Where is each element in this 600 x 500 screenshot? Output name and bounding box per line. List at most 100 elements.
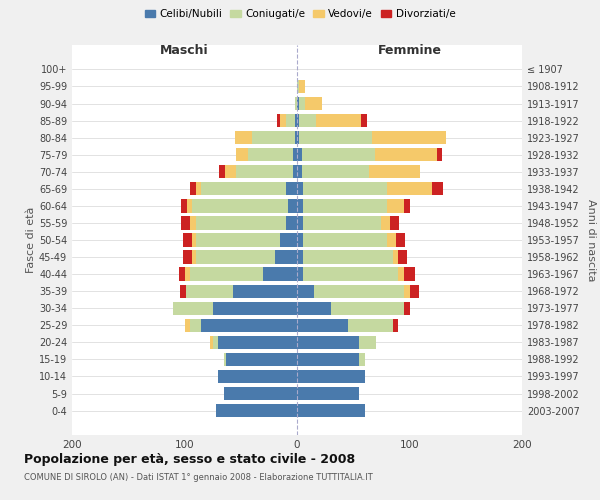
Bar: [218, 370, 297, 383]
Bar: [347, 318, 392, 332]
Bar: [220, 165, 225, 178]
Bar: [235, 131, 252, 144]
Bar: [196, 182, 202, 196]
Bar: [196, 250, 275, 264]
Bar: [297, 268, 302, 281]
Bar: [185, 284, 233, 298]
Bar: [316, 114, 361, 127]
Bar: [305, 97, 322, 110]
Legend: Celibi/Nubili, Coniugati/e, Vedovi/e, Divorziati/e: Celibi/Nubili, Coniugati/e, Vedovi/e, Di…: [140, 5, 460, 24]
Bar: [302, 268, 398, 281]
Bar: [392, 250, 398, 264]
Bar: [331, 302, 404, 315]
Bar: [193, 199, 288, 212]
Bar: [404, 199, 409, 212]
Bar: [295, 131, 297, 144]
Y-axis label: Anni di nascita: Anni di nascita: [586, 198, 596, 281]
Bar: [297, 404, 365, 417]
Bar: [190, 182, 196, 196]
Bar: [302, 250, 392, 264]
Bar: [277, 114, 280, 127]
Bar: [369, 165, 419, 178]
Bar: [293, 148, 297, 162]
Bar: [179, 268, 185, 281]
Bar: [218, 336, 297, 349]
Bar: [181, 216, 190, 230]
Bar: [212, 302, 297, 315]
Bar: [193, 250, 196, 264]
Bar: [297, 199, 302, 212]
Bar: [236, 148, 248, 162]
Bar: [437, 148, 442, 162]
Bar: [297, 216, 302, 230]
Bar: [361, 114, 367, 127]
Bar: [297, 234, 302, 246]
Bar: [387, 199, 404, 212]
Bar: [297, 318, 347, 332]
Bar: [280, 234, 297, 246]
Bar: [314, 284, 404, 298]
Bar: [202, 182, 286, 196]
Bar: [295, 97, 297, 110]
Bar: [190, 318, 202, 332]
Bar: [196, 216, 286, 230]
Bar: [396, 234, 405, 246]
Bar: [233, 284, 297, 298]
Bar: [297, 148, 302, 162]
Bar: [286, 182, 297, 196]
Bar: [224, 353, 226, 366]
Bar: [302, 234, 387, 246]
Bar: [404, 284, 409, 298]
Bar: [374, 148, 437, 162]
Bar: [297, 284, 314, 298]
Text: Maschi: Maschi: [160, 44, 209, 57]
Bar: [387, 234, 396, 246]
Bar: [297, 336, 359, 349]
Bar: [392, 318, 398, 332]
Y-axis label: Fasce di età: Fasce di età: [26, 207, 36, 273]
Bar: [263, 268, 297, 281]
Bar: [302, 199, 387, 212]
Bar: [216, 404, 297, 417]
Bar: [297, 97, 299, 110]
Text: Popolazione per età, sesso e stato civile - 2008: Popolazione per età, sesso e stato civil…: [24, 452, 355, 466]
Bar: [404, 302, 409, 315]
Bar: [398, 268, 404, 281]
Bar: [275, 250, 297, 264]
Bar: [297, 370, 365, 383]
Bar: [184, 250, 193, 264]
Bar: [193, 234, 196, 246]
Bar: [297, 165, 302, 178]
Bar: [409, 284, 419, 298]
Bar: [302, 182, 387, 196]
Bar: [288, 199, 297, 212]
Bar: [280, 114, 286, 127]
Bar: [226, 353, 297, 366]
Bar: [387, 182, 432, 196]
Bar: [302, 216, 382, 230]
Bar: [297, 387, 359, 400]
Bar: [184, 234, 193, 246]
Bar: [297, 353, 359, 366]
Bar: [297, 131, 299, 144]
Bar: [398, 250, 407, 264]
Bar: [293, 165, 297, 178]
Bar: [196, 234, 280, 246]
Bar: [297, 302, 331, 315]
Bar: [359, 353, 365, 366]
Bar: [224, 387, 297, 400]
Bar: [248, 148, 293, 162]
Bar: [382, 216, 391, 230]
Bar: [297, 182, 302, 196]
Bar: [185, 268, 190, 281]
Bar: [299, 131, 373, 144]
Bar: [286, 216, 297, 230]
Bar: [180, 284, 185, 298]
Bar: [190, 216, 196, 230]
Bar: [299, 114, 316, 127]
Bar: [185, 318, 190, 332]
Bar: [359, 336, 376, 349]
Bar: [173, 302, 212, 315]
Bar: [391, 216, 400, 230]
Bar: [297, 250, 302, 264]
